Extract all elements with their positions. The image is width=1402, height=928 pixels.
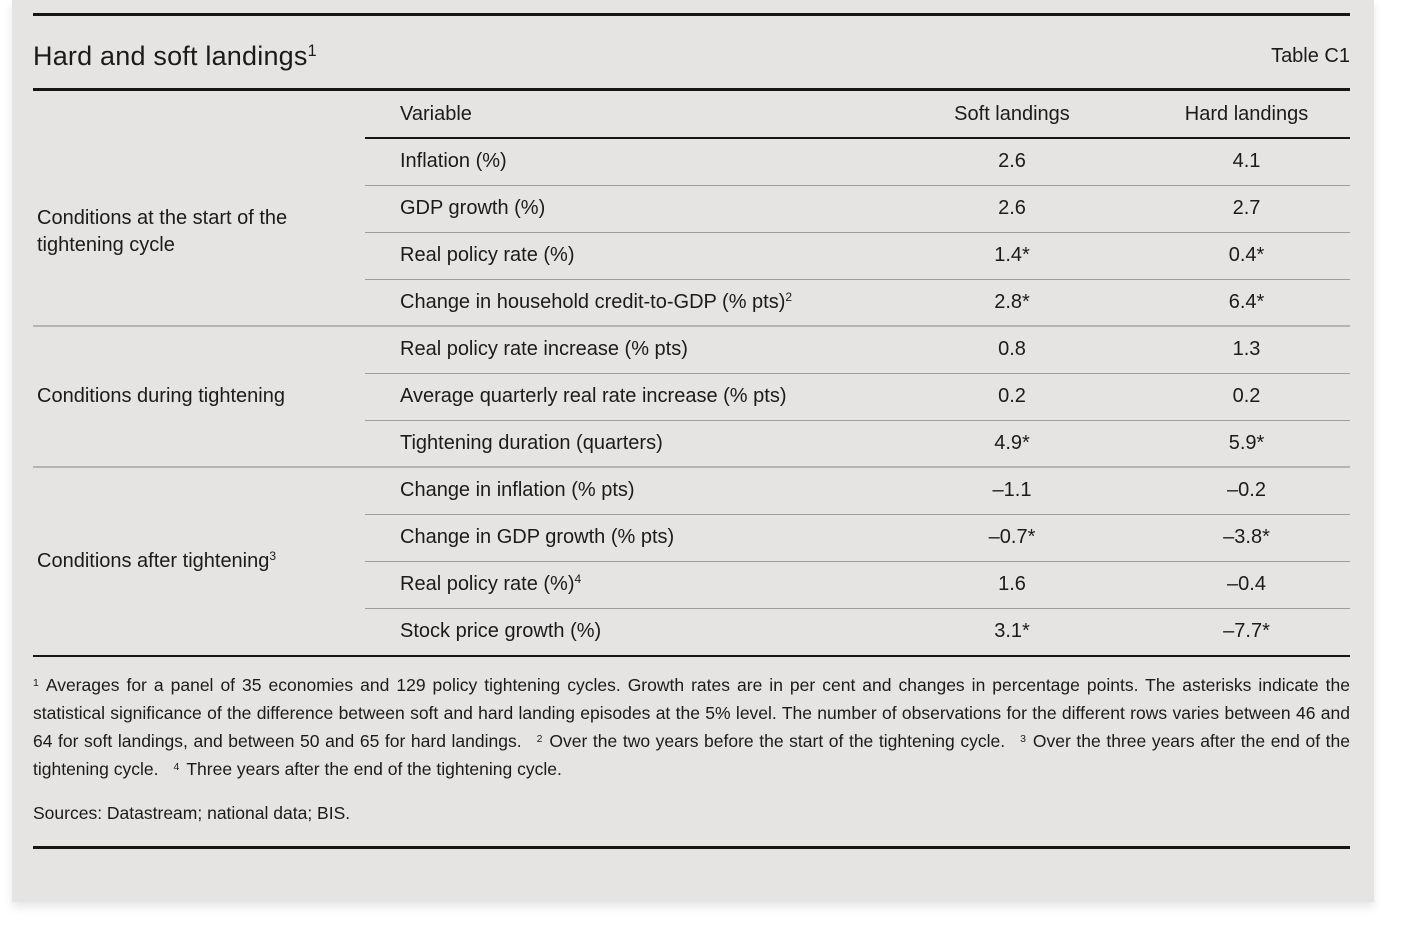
table-row: Conditions at the start of the tightenin…: [33, 138, 1350, 327]
soft-value-cell: 2.8*: [881, 279, 1143, 327]
hard-value-cell: 6.4*: [1143, 279, 1350, 327]
hard-value-cell: –0.4: [1143, 561, 1350, 609]
footnotes: 1 Averages for a panel of 35 economies an…: [33, 671, 1350, 783]
variable-cell: Change in household credit-to-GDP (% pts…: [365, 279, 881, 327]
footnote-text: Over the three years after the end of th…: [33, 731, 1350, 779]
hard-value-cell: –7.7*: [1223, 620, 1270, 643]
variable-text: GDP growth (%): [400, 197, 546, 219]
table-row: Real policy rate (%)4 1.6 –0.4: [33, 561, 1350, 609]
soft-value-cell: 2.6: [881, 138, 1143, 186]
group-label-during-tightening: Conditions during tightening: [33, 326, 365, 468]
page-title-text: Hard and soft landings: [33, 40, 308, 71]
soft-value-cell: 1.4*: [881, 232, 1143, 280]
hard-value-cell: 1.3: [1143, 326, 1350, 374]
page-title: Hard and soft landings1: [33, 41, 317, 72]
footnote-text: Averages for a panel of 35 economies and…: [33, 675, 1350, 751]
footnote-marker: 4: [173, 761, 180, 774]
landings-table: Variable Soft landings Hard landings Con…: [33, 91, 1350, 655]
variable-cell: Average quarterly real rate increase (% …: [365, 373, 881, 421]
soft-value-cell: –0.7*: [881, 514, 1143, 562]
variable-cell: Change in GDP growth (% pts): [365, 514, 881, 562]
variable-text: Real policy rate increase (% pts): [400, 338, 688, 361]
variable-cell: Real policy rate increase (% pts): [365, 326, 881, 374]
variable-text: Change in GDP growth (% pts): [400, 526, 675, 548]
hard-value-cell: 2.7: [1143, 185, 1350, 233]
variable-cell: Stock price growth (%): [365, 608, 881, 655]
table-row: Stock price growth (%) 3.1* –7.7*: [33, 608, 1350, 655]
variable-footnote-marker: 2: [785, 290, 793, 305]
footnote-marker: 3: [1020, 733, 1026, 746]
table-row: Average quarterly real rate increase (% …: [33, 373, 1350, 421]
group-label-text: Conditions after tightening: [37, 550, 270, 572]
header-top-rule: [33, 88, 1350, 91]
footnote-marker: 1: [33, 677, 39, 690]
table-row: Change in household credit-to-GDP (% pts…: [33, 279, 1350, 327]
table-row: Conditions after tightening3 Change in i…: [33, 467, 1350, 572]
soft-value-cell: 0.2: [881, 373, 1143, 421]
hard-value-cell: 5.9*: [1143, 420, 1350, 468]
group-label-after-tightening: Conditions after tightening3: [33, 467, 365, 655]
group-label-text: Conditions at the start of the tightenin…: [37, 206, 288, 256]
variable-cell: Real policy rate (%): [365, 232, 881, 280]
hard-value-cell: 0.2: [1143, 373, 1350, 421]
table-number-label: Table C1: [1271, 44, 1350, 67]
variable-cell: Tightening duration (quarters): [365, 420, 881, 468]
soft-value-cell: 4.9*: [881, 420, 1143, 468]
group-footnote-marker: 3: [269, 549, 277, 564]
top-rule: [33, 13, 1350, 16]
bottom-rule: [33, 846, 1350, 849]
variable-text: Real policy rate (%): [400, 244, 575, 266]
table-panel: Hard and soft landings1 Table C1 Variabl…: [12, 0, 1374, 902]
title-bar: Hard and soft landings1 Table C1: [33, 16, 1350, 88]
table-bottom-rule: [33, 655, 1350, 657]
table-row: Tightening duration (quarters) 4.9* 5.9*: [33, 420, 1350, 468]
variable-cell: Change in inflation (% pts): [365, 467, 881, 515]
footnote-text: Three years after the end of the tighten…: [186, 759, 562, 779]
footnote-text: Over the two years before the start of t…: [549, 731, 1006, 751]
group-label-text: Conditions during tightening: [37, 385, 285, 407]
soft-value-cell: 1.6: [881, 561, 1143, 609]
header-row: Variable Soft landings Hard landings: [33, 91, 1350, 139]
hard-value-cell: 4.1: [1143, 138, 1350, 186]
variable-footnote-marker: 4: [574, 572, 582, 587]
soft-value-cell: 0.8: [881, 326, 1143, 374]
header-corner-cell: [33, 91, 365, 138]
variable-text: Stock price growth (%): [400, 620, 602, 643]
variable-text: Real policy rate (%): [400, 573, 575, 595]
variable-cell: Inflation (%): [365, 138, 881, 186]
soft-value-cell: –1.1: [881, 467, 1143, 515]
sources-line: Sources: Datastream; national data; BIS.: [33, 803, 351, 823]
column-header-variable: Variable: [365, 91, 881, 139]
soft-value-cell: 2.6: [881, 185, 1143, 233]
variable-text: Tightening duration (quarters): [400, 431, 663, 454]
hard-value-cell: 0.4*: [1143, 232, 1350, 280]
hard-value-cell: –0.2: [1143, 467, 1350, 515]
variable-text: Average quarterly real rate increase (% …: [400, 385, 787, 407]
table-row: Real policy rate (%) 1.4* 0.4*: [33, 232, 1350, 280]
variable-cell: GDP growth (%): [365, 185, 881, 233]
variable-text: Change in household credit-to-GDP (% pts…: [400, 290, 786, 313]
table-row: Change in GDP growth (% pts) –0.7* –3.8*: [33, 514, 1350, 562]
soft-value-cell: 3.1*: [994, 620, 1030, 643]
hard-value-cell: –3.8*: [1143, 514, 1350, 562]
page-title-footnote-marker: 1: [307, 41, 317, 60]
variable-cell: Real policy rate (%)4: [365, 561, 881, 609]
variable-text: Change in inflation (% pts): [400, 479, 635, 502]
table-row: GDP growth (%) 2.6 2.7: [33, 185, 1350, 233]
column-header-soft-landings: Soft landings: [881, 91, 1143, 139]
footnote-marker: 2: [536, 733, 543, 746]
table-row: Conditions during tightening Real policy…: [33, 326, 1350, 468]
column-header-hard-landings: Hard landings: [1143, 91, 1350, 139]
group-label-start-of-cycle: Conditions at the start of the tightenin…: [33, 138, 365, 327]
variable-text: Inflation (%): [400, 150, 507, 173]
